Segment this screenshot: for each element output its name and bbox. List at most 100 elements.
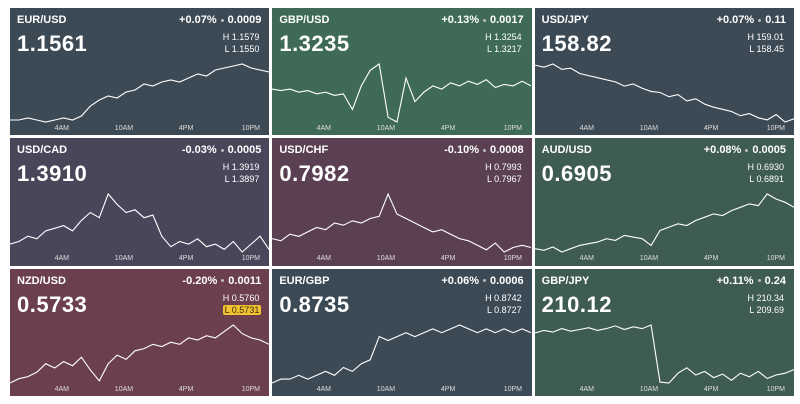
price: 1.1561 [17,31,88,56]
time-label: 4AM [317,125,332,132]
sparkline [534,193,794,253]
separator-dot [483,148,486,152]
change: +0.06% 0.0006 [441,275,523,287]
time-label: 10PM [504,255,522,262]
separator-dot [758,18,762,22]
separator-dot [483,279,486,283]
currency-tile[interactable]: USD/JPY +0.07% 0.11 158.82 H 159.01 L 158.45 4… [534,8,794,136]
time-label: 10AM [377,125,395,132]
sparkline [10,193,269,254]
pair-name: EUR/USD [17,14,67,26]
currency-tile[interactable]: GBP/JPY +0.11% 0.24 210.12 H 210.34 L 209.69 4… [534,268,794,396]
change-diff: 0.0017 [490,14,524,26]
change-percent: +0.11% [716,274,754,287]
sparkline [272,63,532,123]
low: L 0.8727 [486,304,522,315]
time-label: 4PM [179,255,194,262]
time-label: 10AM [115,255,133,262]
low: L 0.5731 [222,304,262,315]
price: 1.3235 [279,31,350,56]
time-label: 10PM [504,386,522,393]
change-diff: 0.11 [765,14,786,26]
sparkline-chart: 4AM 10AM 4PM 10PM [534,63,794,132]
pair-name: GBP/USD [279,14,330,26]
change-diff: 0.0008 [490,144,524,157]
time-label: 4PM [704,125,719,132]
time-label: 10PM [766,255,784,262]
time-label: 10AM [377,255,395,262]
change-diff: 0.0005 [227,144,262,157]
change-diff: 0.0011 [228,274,262,287]
low: L 1.3897 [224,174,260,185]
pair-name: USD/JPY [541,14,589,26]
time-label: 4PM [704,386,719,393]
change: +0.07% 0.11 [717,14,786,26]
change: +0.11% 0.24 [717,275,786,287]
time-label: 10PM [766,125,784,132]
time-label: 4AM [579,386,594,393]
currency-tile[interactable]: AUD/USD +0.08% 0.0005 0.6905 H 0.6930 L 0.689… [534,138,794,266]
change-diff: 0.0005 [752,144,786,157]
time-label: 4AM [317,386,332,393]
sparkline-chart: 4AM 10AM 4PM 10PM [534,193,794,262]
sparkline-chart: 4AM 10AM 4PM 10PM [272,324,532,393]
low: L 0.7967 [486,174,522,185]
time-label: 4AM [55,255,70,262]
sparkline-chart: 4AM 10AM 4PM 10PM [534,323,794,393]
separator-dot [220,148,224,152]
separator-dot [220,18,224,22]
separator-dot [745,148,749,152]
high: H 159.01 [747,32,784,42]
currency-tile[interactable]: NZD/USD -0.20% 0.0011 0.5733 H 0.5760 L 0.573… [10,268,270,396]
pair-name: NZD/USD [17,274,66,287]
sparkline [534,63,794,123]
high: H 210.34 [747,292,784,303]
time-label: 10PM [242,386,260,393]
change-diff: 0.0006 [490,274,524,287]
time-label: 4PM [179,125,194,132]
price: 158.82 [541,31,612,56]
pair-name: GBP/JPY [541,274,590,287]
time-label: 4PM [441,255,456,262]
change: +0.08% 0.0005 [704,144,786,156]
sparkline-chart: 4AM 10AM 4PM 10PM [272,192,532,262]
price: 0.7982 [279,161,350,187]
sparkline [10,63,269,123]
price: 210.12 [541,291,612,317]
change: -0.03% 0.0005 [182,144,262,156]
time-label: 4AM [55,386,70,393]
change-percent: +0.07% [179,14,217,26]
separator-dot [483,18,486,22]
high: H 0.8742 [485,292,522,303]
change: -0.20% 0.0011 [182,275,261,287]
change-percent: +0.07% [716,14,755,26]
currency-tile[interactable]: GBP/USD +0.13% 0.0017 1.3235 H 1.3254 L 1.321… [272,8,532,136]
change: -0.10% 0.0008 [444,144,524,156]
time-label: 4PM [441,386,456,393]
sparkline [10,323,269,384]
pair-name: AUD/USD [541,144,592,157]
sparkline [272,324,532,384]
sparkline-chart: 4AM 10AM 4PM 10PM [10,193,269,262]
pair-name: EUR/GBP [279,274,330,287]
high: H 1.3919 [222,162,260,173]
low: L 0.6891 [749,174,784,185]
currency-tile[interactable]: EUR/GBP +0.06% 0.0006 0.8735 H 0.8742 L 0.872… [272,268,532,396]
price: 0.6905 [541,161,612,187]
time-label: 4AM [55,125,70,132]
currency-tile[interactable]: EUR/USD +0.07% 0.0009 1.1561 H 1.1579 L 1.155… [10,8,270,136]
time-label: 10PM [242,255,260,262]
low: L 1.3217 [486,44,522,54]
change-percent: +0.13% [441,14,479,26]
currency-tile[interactable]: USD/CHF -0.10% 0.0008 0.7982 H 0.7993 L 0.796… [272,138,532,266]
time-label: 4PM [179,386,194,393]
currency-tile[interactable]: USD/CAD -0.03% 0.0005 1.3910 H 1.3919 L 1.389… [10,138,270,266]
time-label: 10PM [504,125,522,132]
time-label: 4AM [317,255,332,262]
sparkline [272,192,532,253]
high: H 0.7993 [485,162,522,173]
change-percent: +0.08% [703,144,742,157]
time-label: 10PM [766,386,784,393]
pair-name: USD/CHF [279,144,329,157]
high: H 0.6930 [747,162,784,173]
